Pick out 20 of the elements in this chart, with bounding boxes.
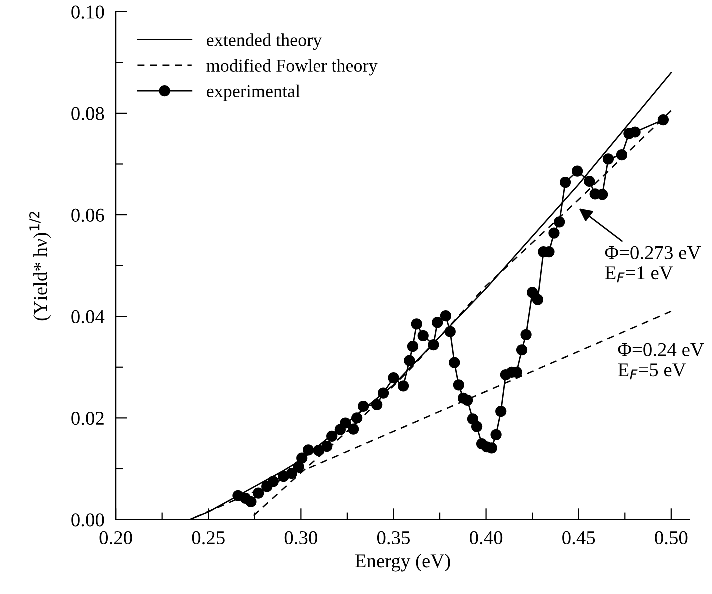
legend-label: modified Fowler theory <box>206 59 378 76</box>
x-tick-label: 0.25 <box>192 531 225 545</box>
annotation: Φ=0.273 eV E$_{F}$=1 eV <box>605 246 702 283</box>
x-tick-label: 0.50 <box>655 531 688 545</box>
x-tick-label: 0.35 <box>377 531 410 545</box>
y-tick-label: 0.06 <box>72 208 104 222</box>
y-tick-label: 0.02 <box>72 412 104 426</box>
x-tick-label: 0.20 <box>100 531 132 545</box>
x-tick-label: 0.45 <box>562 531 596 545</box>
legend-label: experimental <box>207 84 300 102</box>
y-tick-label: 0.10 <box>72 6 104 19</box>
y-tick-label: 0.04 <box>72 310 105 324</box>
y-tick-label: 0.00 <box>72 514 104 527</box>
x-axis-title: Energy (eV) <box>355 554 450 572</box>
y-tick-label: 0.08 <box>72 107 104 120</box>
x-tick-label: 0.30 <box>284 531 318 545</box>
x-tick-label: 0.40 <box>470 531 503 545</box>
annotation: Φ=0.24 eV E$_{F}$=5 eV <box>618 343 704 380</box>
y-axis-title: (Yield* hν)$^{1/2}$ <box>30 212 52 321</box>
legend-label: extended theory <box>207 34 322 50</box>
